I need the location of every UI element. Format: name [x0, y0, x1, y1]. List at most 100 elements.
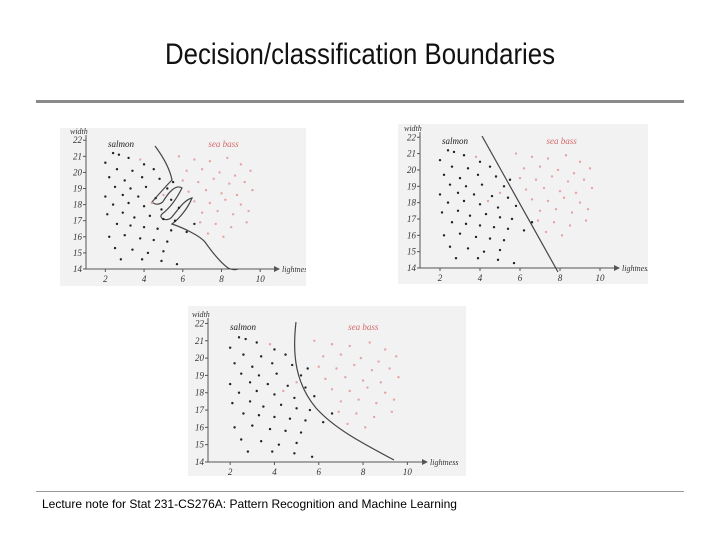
- y-tick-label: 15: [73, 248, 83, 258]
- salmon-point: [466, 167, 470, 170]
- salmon-point: [231, 401, 234, 405]
- sea-bass-point: [324, 377, 327, 381]
- salmon-point: [456, 209, 460, 213]
- sea-bass-point: [200, 167, 204, 171]
- salmon-point: [304, 386, 307, 389]
- sea-bass-point: [546, 157, 550, 160]
- x-axis-arrow: [422, 459, 428, 465]
- salmon-point: [330, 412, 334, 415]
- sea-bass-point: [368, 341, 371, 344]
- salmon-point: [237, 391, 241, 394]
- salmon-point: [177, 206, 181, 210]
- sea-bass-point: [162, 193, 165, 197]
- sea-bass-point: [590, 186, 594, 190]
- sea-bass-point: [352, 363, 356, 367]
- salmon-point: [478, 224, 482, 227]
- salmon-point: [240, 372, 243, 375]
- sea-bass-point: [222, 235, 225, 239]
- sea-bass-point: [364, 426, 367, 429]
- salmon-point: [510, 217, 514, 221]
- y-tick-label: 19: [195, 370, 205, 380]
- y-axis-label: width: [404, 124, 422, 133]
- y-tick-label: 22: [407, 132, 417, 142]
- salmon-point: [228, 382, 232, 386]
- salmon-point: [193, 222, 196, 226]
- sea-bass-point: [486, 199, 490, 203]
- salmon-point: [115, 222, 119, 226]
- y-tick-label: 15: [407, 247, 417, 257]
- y-tick-label: 18: [73, 200, 83, 210]
- sea-bass-point: [185, 169, 188, 173]
- sea-bass-point: [197, 180, 200, 184]
- sea-bass-point: [582, 178, 586, 181]
- sea-bass-point: [193, 200, 196, 203]
- sea-bass-point: [536, 219, 540, 222]
- salmon-point: [121, 211, 124, 214]
- sea-bass-point: [214, 222, 217, 226]
- y-tick-label: 15: [195, 440, 205, 450]
- x-tick-label: 8: [219, 274, 224, 284]
- x-axis-arrow: [614, 265, 620, 271]
- x-tick-label: 10: [596, 273, 606, 283]
- y-tick-label: 17: [195, 405, 205, 415]
- salmon-point: [242, 353, 245, 356]
- sea-bass-point: [239, 203, 243, 206]
- salmon-point: [104, 161, 107, 164]
- salmon-point: [286, 384, 289, 388]
- sea-bass-point: [534, 178, 538, 181]
- sea-bass-point: [552, 221, 556, 224]
- salmon-point: [494, 175, 498, 178]
- salmon-point: [108, 235, 111, 239]
- x-tick-label: 4: [142, 274, 147, 284]
- sea-bass-point: [388, 367, 391, 370]
- salmon-point: [496, 206, 500, 209]
- salmon-point: [284, 429, 287, 433]
- salmon-point: [438, 193, 442, 196]
- salmon-point: [273, 348, 276, 351]
- salmon-point: [450, 221, 454, 224]
- sea-bass-point: [359, 356, 363, 360]
- sea-bass-point: [578, 201, 582, 204]
- salmon-point: [257, 414, 261, 417]
- sea-bass-point: [239, 163, 243, 166]
- salmon-point: [293, 396, 296, 400]
- salmon-point: [233, 426, 236, 429]
- salmon-point: [166, 187, 169, 190]
- salmon-point: [530, 221, 534, 224]
- sea-bass-point: [317, 365, 320, 368]
- sea-bass-point: [344, 375, 347, 379]
- y-tick-label: 16: [407, 230, 417, 240]
- x-tick-label: 10: [256, 274, 266, 284]
- sea-bass-point: [337, 410, 340, 413]
- sea-bass-point: [550, 175, 554, 178]
- y-tick-label: 21: [407, 149, 416, 159]
- salmon-point: [240, 438, 243, 441]
- salmon-point: [142, 225, 146, 229]
- x-axis-label: lightness: [282, 265, 306, 274]
- salmon-point: [154, 196, 157, 200]
- salmon-point: [271, 450, 274, 453]
- salmon-point: [142, 163, 146, 166]
- salmon-point: [242, 412, 245, 415]
- salmon-point: [304, 419, 307, 422]
- sea-bass-point: [208, 159, 212, 163]
- salmon-point: [262, 405, 265, 408]
- salmon-point: [295, 441, 298, 445]
- x-axis-arrow: [274, 266, 280, 272]
- salmon-point: [228, 346, 232, 349]
- salmon-point: [299, 431, 303, 434]
- salmon-point: [185, 230, 188, 234]
- sea-bass-point: [150, 201, 154, 205]
- x-axis-label: lightness: [430, 458, 458, 467]
- legend-sea-bass: sea bass: [208, 139, 239, 149]
- x-tick-label: 4: [272, 467, 277, 476]
- salmon-point: [275, 372, 278, 375]
- salmon-point: [273, 393, 276, 396]
- salmon-point: [127, 201, 130, 205]
- sea-bass-point: [384, 348, 387, 351]
- salmon-point: [169, 198, 173, 201]
- sea-bass-point: [229, 225, 233, 229]
- salmon-point: [474, 235, 478, 239]
